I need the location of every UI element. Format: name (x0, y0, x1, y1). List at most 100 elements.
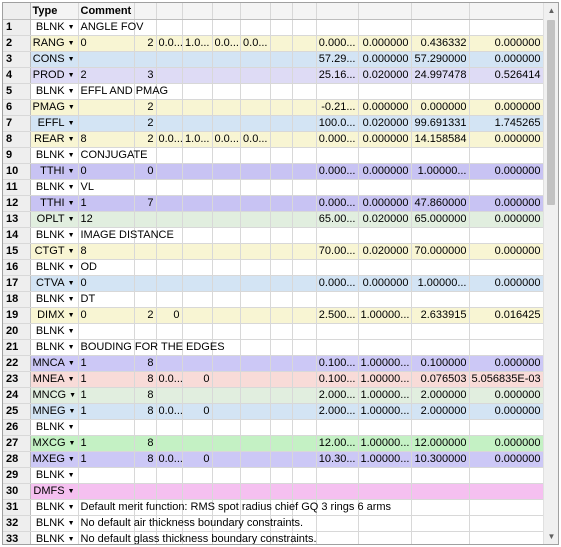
param-cell[interactable]: 0.0... (156, 371, 183, 388)
param-cell[interactable] (411, 291, 470, 308)
chevron-down-icon[interactable]: ▼ (67, 103, 75, 111)
param-cell[interactable] (212, 467, 241, 484)
row-number[interactable]: 14 (3, 227, 31, 244)
param-cell[interactable]: 47.860000 (411, 195, 470, 212)
param-cell[interactable] (182, 435, 213, 452)
row-number[interactable]: 21 (3, 339, 31, 356)
param-cell[interactable] (156, 83, 183, 100)
table-row[interactable]: 22 MNCA ▼ 1 8 0.100... 1.00000... 0.100000 0.000… (3, 355, 544, 372)
param-cell[interactable] (292, 451, 317, 468)
param-cell[interactable] (182, 483, 213, 500)
chevron-down-icon[interactable]: ▼ (68, 407, 76, 415)
param-cell[interactable]: 1.00000... (411, 275, 470, 292)
param-cell[interactable]: 0.000000 (358, 99, 412, 116)
param-cell[interactable] (358, 483, 412, 500)
comment-cell[interactable]: DT (78, 291, 135, 308)
param-cell[interactable]: 0.436332 (411, 35, 470, 52)
param-cell[interactable]: 0.000000 (469, 131, 544, 148)
param-cell[interactable]: 57.29... (316, 51, 359, 68)
param-cell[interactable] (212, 67, 241, 84)
param-cell[interactable] (270, 99, 293, 116)
column-header[interactable] (240, 3, 271, 20)
comment-cell[interactable]: 1 (78, 355, 135, 372)
param-cell[interactable] (358, 467, 412, 484)
row-number[interactable]: 12 (3, 195, 31, 212)
row-number[interactable]: 31 (3, 499, 31, 516)
param-cell[interactable] (240, 211, 271, 228)
param-cell[interactable] (212, 163, 241, 180)
row-number[interactable]: 18 (3, 291, 31, 308)
param-cell[interactable] (292, 259, 317, 276)
param-cell[interactable] (212, 531, 241, 544)
param-cell[interactable] (292, 227, 317, 244)
param-cell[interactable] (316, 147, 359, 164)
param-cell[interactable] (212, 147, 241, 164)
row-number[interactable]: 5 (3, 83, 31, 100)
param-cell[interactable] (182, 163, 213, 180)
param-cell[interactable] (270, 323, 293, 340)
param-cell[interactable] (134, 179, 157, 196)
operand-type-dropdown[interactable]: BLNK ▼ (30, 339, 79, 356)
param-cell[interactable]: 25.16... (316, 67, 359, 84)
param-cell[interactable]: 8 (134, 451, 157, 468)
table-row[interactable]: 19 DIMX ▼ 0 2 0 2.500... 1.00000... 2.633915 0.01… (3, 307, 544, 324)
param-cell[interactable] (411, 147, 470, 164)
param-cell[interactable] (134, 339, 157, 356)
param-cell[interactable] (316, 83, 359, 100)
param-cell[interactable] (270, 51, 293, 68)
param-cell[interactable] (316, 467, 359, 484)
param-cell[interactable]: 57.290000 (411, 51, 470, 68)
chevron-down-icon[interactable]: ▼ (67, 263, 75, 271)
param-cell[interactable]: 1.00000... (358, 435, 412, 452)
param-cell[interactable] (134, 499, 157, 516)
param-cell[interactable] (182, 531, 213, 544)
param-cell[interactable]: 0.0... (240, 131, 271, 148)
param-cell[interactable]: 0.000... (316, 275, 359, 292)
param-cell[interactable] (240, 403, 271, 420)
comment-cell[interactable]: No default glass thickness boundary cons… (78, 531, 317, 544)
param-cell[interactable] (358, 499, 412, 516)
param-cell[interactable] (134, 323, 157, 340)
param-cell[interactable] (411, 499, 470, 516)
chevron-down-icon[interactable]: ▼ (67, 519, 75, 527)
param-cell[interactable] (270, 227, 293, 244)
param-cell[interactable]: 0.076503 (411, 371, 470, 388)
param-cell[interactable] (411, 467, 470, 484)
param-cell[interactable] (212, 291, 241, 308)
table-row[interactable]: 30 DMFS ▼ (3, 483, 544, 500)
comment-cell[interactable]: 0 (78, 307, 135, 324)
column-header[interactable] (182, 3, 213, 20)
param-cell[interactable] (292, 515, 317, 532)
comment-cell[interactable]: No default air thickness boundary constr… (78, 515, 303, 532)
param-cell[interactable] (358, 419, 412, 436)
param-cell[interactable]: 8 (134, 435, 157, 452)
corner-cell[interactable] (3, 3, 31, 20)
param-cell[interactable] (240, 275, 271, 292)
chevron-down-icon[interactable]: ▼ (67, 311, 75, 319)
param-cell[interactable]: 0 (156, 307, 183, 324)
comment-cell[interactable]: 1 (78, 195, 135, 212)
row-number[interactable]: 22 (3, 355, 31, 372)
param-cell[interactable] (212, 83, 241, 100)
param-cell[interactable] (469, 483, 544, 500)
param-cell[interactable]: -0.21... (316, 99, 359, 116)
param-cell[interactable]: 2 (134, 35, 157, 52)
row-number[interactable]: 15 (3, 243, 31, 260)
param-cell[interactable] (469, 179, 544, 196)
chevron-down-icon[interactable]: ▼ (67, 119, 75, 127)
table-row[interactable]: 11 BLNK ▼ VL (3, 179, 544, 196)
operand-type-dropdown[interactable]: CTGT ▼ (30, 243, 79, 260)
param-cell[interactable] (240, 307, 271, 324)
comment-cell[interactable]: 0 (78, 163, 135, 180)
comment-cell[interactable]: 1 (78, 403, 135, 420)
param-cell[interactable] (156, 483, 183, 500)
param-cell[interactable] (212, 339, 241, 356)
param-cell[interactable] (240, 499, 271, 516)
row-number[interactable]: 25 (3, 403, 31, 420)
param-cell[interactable] (358, 179, 412, 196)
param-cell[interactable] (156, 467, 183, 484)
param-cell[interactable]: 1.00000... (358, 387, 412, 404)
param-cell[interactable] (469, 467, 544, 484)
